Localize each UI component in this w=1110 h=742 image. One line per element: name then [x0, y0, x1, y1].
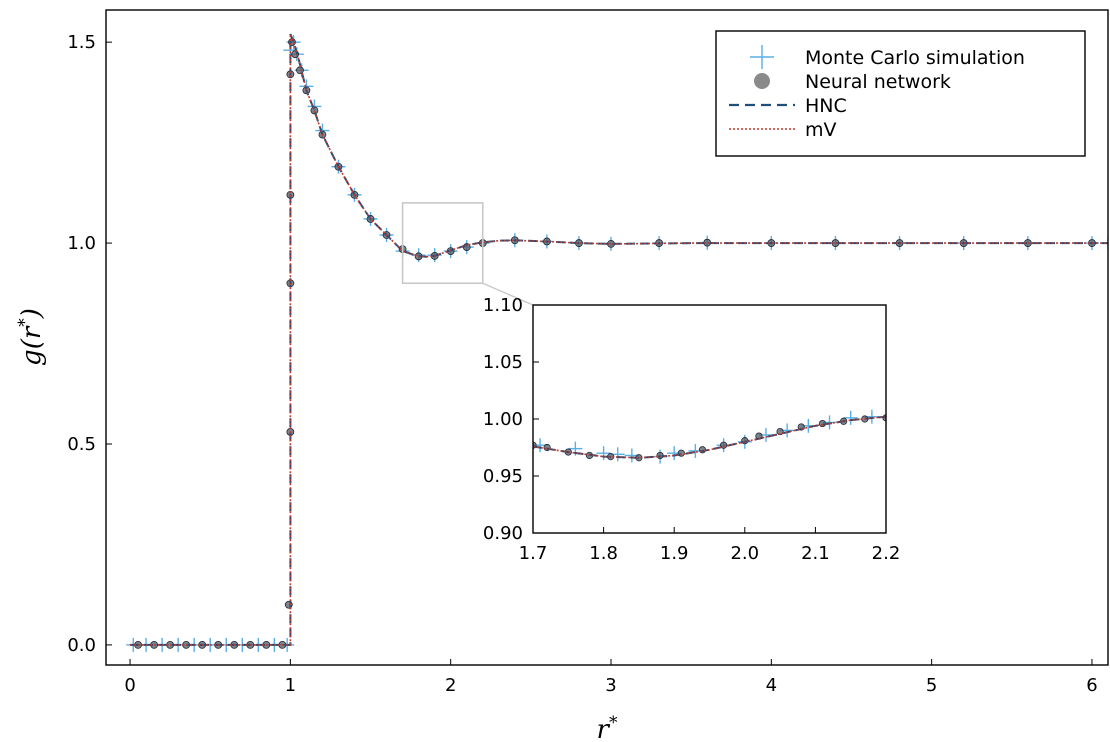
legend-item-neural-network: Neural network [754, 71, 951, 93]
x-axis-title-superscript: * [609, 713, 618, 733]
inset-plot-background [533, 305, 886, 533]
main-x-tick-label: 5 [926, 675, 937, 696]
legend-box [715, 30, 1086, 157]
legend-label: HNC [805, 95, 847, 117]
main-point-neural-network [310, 106, 319, 115]
main-x-tick-label: 3 [605, 675, 616, 696]
inset-point-monte-carlo-simulation [596, 446, 611, 461]
main-y-tick-label: 0.0 [67, 635, 96, 656]
main-data-layer [126, 33, 1108, 652]
main-y-tick-label: 1.5 [67, 32, 96, 53]
legend-label: Neural network [805, 71, 951, 93]
legend-label: mV [805, 119, 837, 141]
legend-marker-circle [754, 73, 770, 89]
legend-item-monte-carlo-simulation: Monte Carlo simulation [750, 45, 1025, 69]
inset-y-tick-label: 0.95 [483, 466, 523, 487]
inset-series-line-hnc [533, 415, 886, 459]
main-x-tick-label: 6 [1086, 675, 1097, 696]
inset-y-tick-label: 1.05 [483, 352, 523, 373]
inset-x-tick-label: 2.0 [730, 543, 759, 564]
x-axis-title: r* [597, 713, 618, 742]
inset-x-tick-label: 1.9 [660, 543, 689, 564]
main-series-line-mv [130, 33, 1108, 646]
zoom-region-rect [401, 202, 484, 285]
y-axis-title-superscript: * [15, 318, 35, 327]
legend-item-hnc: HNC [729, 95, 847, 117]
zoom-indicator [401, 202, 534, 306]
main-x-tick-label: 1 [285, 675, 296, 696]
legend-label: Monte Carlo simulation [805, 47, 1025, 69]
inset-plot: 1.7 1.8 1.9 2.0 2.1 2.2 0.90 0.95 1.00 1.05 1.10 [483, 295, 900, 564]
legend-item-mv: mV [729, 119, 837, 141]
inset-data-layer [533, 409, 886, 464]
inset-y-tick-label: 1.10 [483, 295, 523, 316]
inset-x-tick-label: 1.8 [589, 543, 618, 564]
main-frame [105, 9, 1109, 666]
main-x-tick-label: 2 [445, 675, 456, 696]
inset-x-tick-label: 2.2 [872, 543, 901, 564]
inset-y-tick-label: 0.90 [483, 523, 523, 544]
main-y-tick-label: 1.0 [67, 233, 96, 254]
main-x-tick-label: 0 [124, 675, 135, 696]
y-axis-title-close: ) [17, 308, 47, 319]
y-axis-title: g(r*) [15, 308, 47, 366]
inset-point-neural-network [776, 427, 784, 436]
inset-x-tick-label: 2.1 [801, 543, 830, 564]
inset-series-line-mv [533, 415, 886, 459]
inset-point-monte-carlo-simulation [843, 410, 858, 425]
main-y-tick-label: 0.5 [67, 434, 96, 455]
inset-x-tick-label: 1.7 [519, 543, 548, 564]
zoom-connector-line [482, 282, 534, 306]
main-x-tick-label: 4 [766, 675, 777, 696]
inset-y-tick-label: 1.00 [483, 409, 523, 430]
